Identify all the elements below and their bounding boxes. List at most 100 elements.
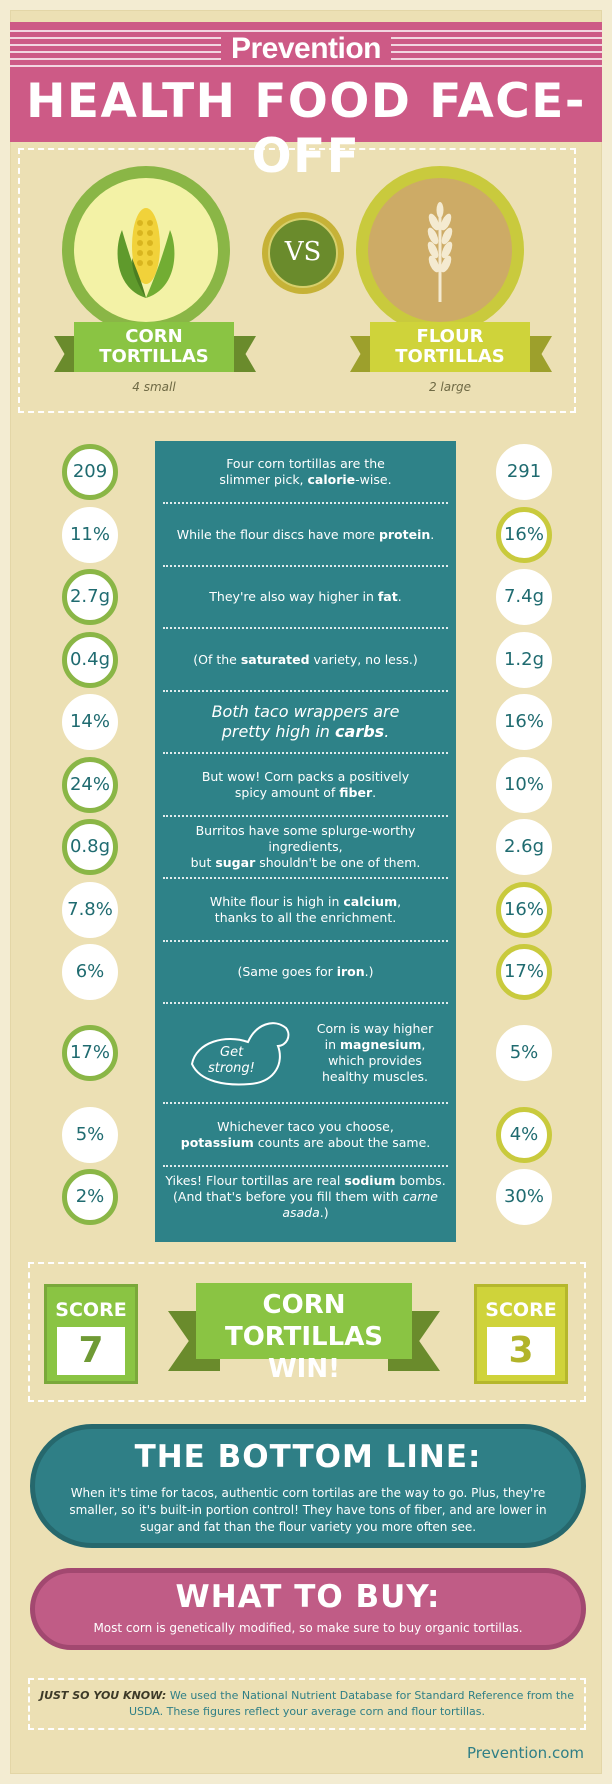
corn-value: 7.8% bbox=[62, 881, 118, 938]
description-part: fiber bbox=[339, 784, 373, 800]
description-part: shouldn't be one of them. bbox=[255, 855, 421, 870]
corn-value: 2% bbox=[62, 1169, 118, 1225]
description-part: , bbox=[397, 893, 402, 909]
flour-value: 7.4g bbox=[496, 569, 552, 625]
what-to-buy-text: Most corn is genetically modified, so ma… bbox=[93, 1621, 523, 1635]
flour-medallion bbox=[356, 166, 524, 334]
description-part: thanks to all the enrichment. bbox=[214, 909, 397, 925]
description-part: (Same goes for bbox=[237, 964, 337, 979]
site-link[interactable]: Prevention.com bbox=[467, 1744, 584, 1762]
row-separator bbox=[163, 1165, 448, 1167]
description-part: .) bbox=[319, 1205, 329, 1220]
description-part: magnesium bbox=[339, 1037, 422, 1052]
corn-value: 0.8g bbox=[62, 819, 118, 875]
corn-value: 24% bbox=[62, 756, 118, 813]
description-part: , bbox=[421, 1037, 426, 1052]
corn-value: 5% bbox=[62, 1106, 118, 1163]
corn-score-value: 7 bbox=[57, 1327, 125, 1375]
flour-value: 291 bbox=[496, 444, 552, 500]
what-to-buy-title: WHAT TO BUY: bbox=[175, 1579, 441, 1615]
description-part: Burritos have some splurge-worthy ingred… bbox=[195, 823, 416, 854]
flour-value: 1.2g bbox=[496, 631, 552, 688]
nutrient-description: (Of the saturated variety, no less.) bbox=[160, 652, 451, 668]
winner-banner: CORN TORTILLAS WIN! bbox=[196, 1283, 412, 1384]
description-part: but bbox=[190, 855, 216, 870]
flour-label-line1: FLOUR bbox=[416, 326, 484, 347]
winner-line1: CORN bbox=[262, 1290, 346, 1320]
svg-text:Get: Get bbox=[220, 1045, 244, 1060]
nutrient-description: Four corn tortillas are the slimmer pick,… bbox=[160, 456, 451, 488]
description-part: pretty high in bbox=[221, 722, 336, 741]
description-part: . bbox=[397, 589, 402, 604]
flour-value: 16% bbox=[496, 694, 552, 750]
nutrient-description: Whichever taco you choose, potassium coun… bbox=[160, 1119, 451, 1151]
row-separator bbox=[163, 1002, 448, 1004]
description-part: in bbox=[324, 1037, 340, 1052]
flour-serving: 2 large bbox=[428, 380, 472, 394]
description-part: variety, no less.) bbox=[309, 651, 418, 667]
description-part: potassium bbox=[180, 1134, 254, 1150]
flour-score-card: SCORE 3 bbox=[474, 1284, 568, 1384]
flour-value: 4% bbox=[496, 1106, 552, 1163]
page-title: HEALTH FOOD FACE-OFF bbox=[26, 74, 586, 184]
score-box bbox=[28, 1262, 586, 1402]
corn-value: 209 bbox=[62, 444, 118, 500]
corn-score-card: SCORE 7 bbox=[44, 1284, 138, 1384]
corn-serving: 4 small bbox=[132, 380, 176, 394]
description-part: (Of the bbox=[193, 651, 241, 667]
description-part: -wise. bbox=[355, 472, 392, 487]
corn-value: 6% bbox=[62, 944, 118, 1000]
wheat-icon bbox=[427, 202, 453, 302]
description-part: fat bbox=[377, 589, 398, 604]
description-part: carbs bbox=[335, 722, 385, 741]
flour-value: 17% bbox=[496, 944, 552, 1000]
description-part: Four corn tortillas are the bbox=[226, 456, 385, 471]
row-separator bbox=[163, 627, 448, 629]
nutrient-description: Yikes! Flour tortillas are real sodium b… bbox=[160, 1173, 451, 1221]
corn-medallion bbox=[62, 166, 230, 334]
source-note: JUST SO YOU KNOW: We used the National N… bbox=[28, 1678, 586, 1730]
bottom-line-pill: THE BOTTOM LINE: When it's time for taco… bbox=[30, 1424, 586, 1548]
description-part: counts are about the same. bbox=[253, 1134, 431, 1150]
description-part: which provides bbox=[328, 1053, 422, 1068]
winner-line2: TORTILLAS WIN! bbox=[224, 1322, 384, 1384]
description-part: healthy muscles. bbox=[321, 1069, 429, 1084]
description-part: saturated bbox=[240, 651, 310, 667]
brand-text: Prevention bbox=[220, 32, 392, 65]
description-part: They're also way higher in bbox=[209, 589, 378, 604]
svg-text:strong!: strong! bbox=[208, 1061, 255, 1076]
nutrient-description: White flour is high in calcium, thanks to… bbox=[160, 894, 451, 926]
brand-logo: Prevention bbox=[10, 32, 602, 66]
row-separator bbox=[163, 877, 448, 879]
flour-value: 5% bbox=[496, 1025, 552, 1081]
description-part: . bbox=[384, 722, 390, 741]
corn-value: 11% bbox=[62, 506, 118, 563]
comparison-panel bbox=[155, 441, 456, 1242]
flour-value: 16% bbox=[496, 506, 552, 563]
corn-label-line1: CORN bbox=[125, 326, 183, 347]
source-note-label: JUST SO YOU KNOW: bbox=[39, 1689, 167, 1702]
corn-label-ribbon: CORN TORTILLAS bbox=[74, 322, 234, 372]
description-part: carne asada bbox=[282, 1189, 438, 1220]
flour-score-value: 3 bbox=[487, 1327, 555, 1375]
corn-value: 17% bbox=[62, 1025, 118, 1081]
versus-badge: VS bbox=[262, 212, 344, 294]
description-part: . bbox=[372, 784, 377, 800]
description-part: slimmer pick, bbox=[219, 472, 308, 487]
bottom-line-title: THE BOTTOM LINE: bbox=[134, 1439, 482, 1475]
row-separator bbox=[163, 1102, 448, 1104]
row-separator bbox=[163, 502, 448, 504]
description-part: White flour is high in bbox=[209, 893, 344, 909]
flour-label-line2: TORTILLAS bbox=[395, 346, 505, 367]
description-part: .) bbox=[364, 964, 374, 979]
description-part: . bbox=[430, 526, 435, 542]
corn-score-label: SCORE bbox=[55, 1299, 127, 1321]
description-part: Yikes! Flour tortillas are real bbox=[165, 1173, 345, 1188]
description-part: calorie bbox=[307, 472, 356, 487]
nutrient-description: While the flour discs have more protein. bbox=[160, 527, 451, 543]
nutrient-description: But wow! Corn packs a positively spicy am… bbox=[160, 769, 451, 801]
description-part: Corn is way higher bbox=[316, 1021, 434, 1036]
flour-value: 30% bbox=[496, 1169, 552, 1225]
description-part: While the flour discs have more bbox=[176, 526, 379, 542]
corn-value: 0.4g bbox=[62, 631, 118, 688]
